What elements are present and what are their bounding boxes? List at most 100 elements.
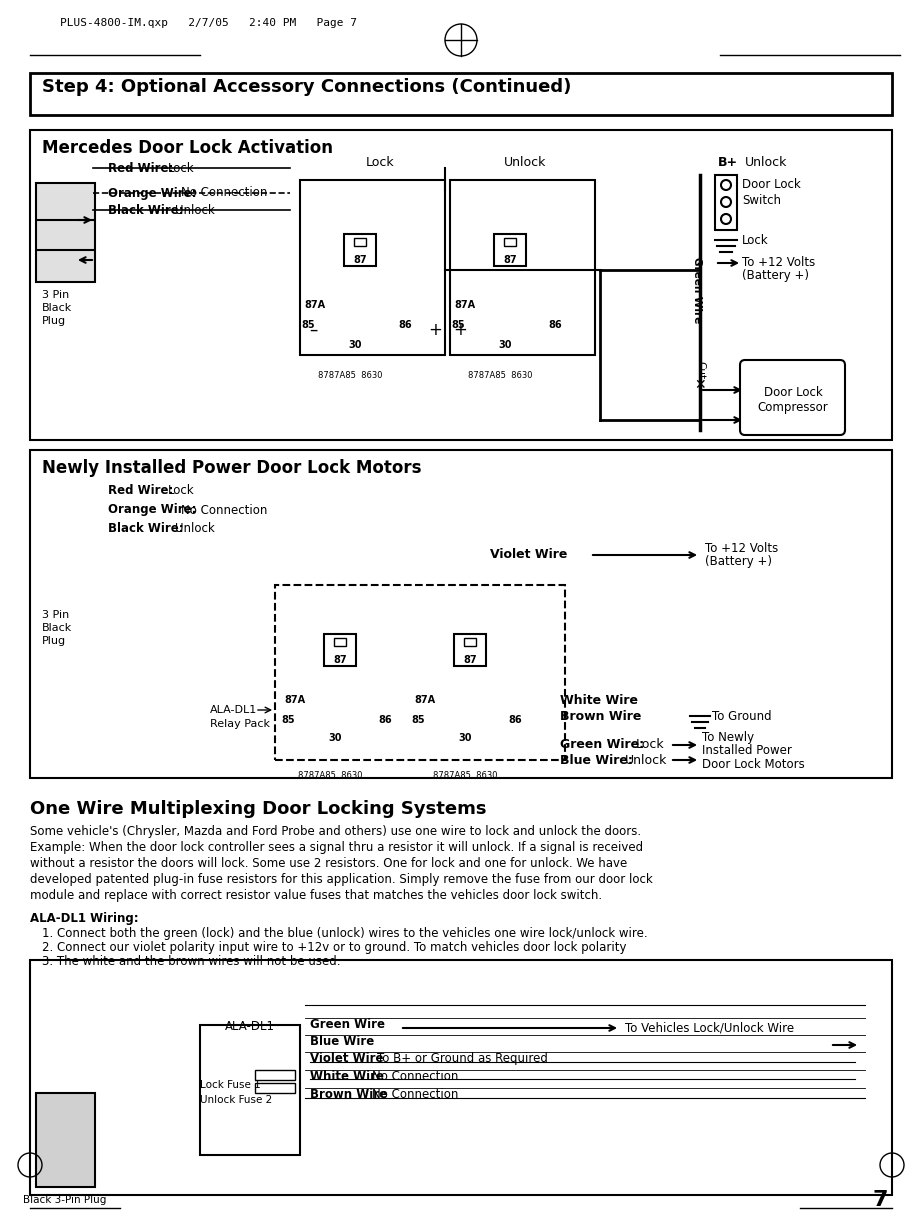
Text: 30: 30 bbox=[458, 733, 472, 743]
Text: 87A: 87A bbox=[455, 300, 476, 311]
Text: Compressor: Compressor bbox=[758, 402, 828, 414]
Text: 86: 86 bbox=[398, 320, 412, 330]
Text: Some vehicle's (Chrysler, Mazda and Ford Probe and others) use one wire to lock : Some vehicle's (Chrysler, Mazda and Ford… bbox=[30, 825, 641, 838]
Bar bbox=[334, 638, 346, 646]
Text: 8787A85  8630: 8787A85 8630 bbox=[298, 771, 362, 780]
Text: 87: 87 bbox=[503, 255, 517, 266]
Text: Lock: Lock bbox=[366, 156, 395, 168]
Text: Plug: Plug bbox=[42, 636, 66, 646]
Text: 30: 30 bbox=[349, 340, 361, 350]
Text: ✕: ✕ bbox=[694, 378, 706, 392]
Text: 87: 87 bbox=[333, 655, 347, 665]
Bar bbox=[344, 234, 376, 266]
Text: Unlock: Unlock bbox=[745, 156, 787, 168]
Text: Lock: Lock bbox=[742, 234, 769, 246]
Text: 3. The white and the brown wires will not be used.: 3. The white and the brown wires will no… bbox=[42, 955, 340, 968]
Text: 86: 86 bbox=[378, 715, 392, 725]
Text: 3 Pin: 3 Pin bbox=[42, 610, 69, 620]
Text: Mercedes Door Lock Activation: Mercedes Door Lock Activation bbox=[42, 139, 333, 157]
Text: 30: 30 bbox=[328, 733, 342, 743]
Text: Blue Wire: Blue Wire bbox=[310, 1035, 374, 1047]
Bar bbox=[200, 1026, 300, 1155]
Bar bbox=[464, 638, 476, 646]
Text: 86: 86 bbox=[549, 320, 561, 330]
Bar bbox=[255, 1069, 295, 1080]
Bar bbox=[30, 449, 892, 778]
Text: To Newly: To Newly bbox=[702, 732, 754, 744]
Text: 8787A85  8630: 8787A85 8630 bbox=[432, 771, 497, 780]
Text: 7: 7 bbox=[872, 1190, 888, 1209]
Text: Black 3-Pin Plug: Black 3-Pin Plug bbox=[23, 1195, 107, 1205]
Text: Blue Wire:: Blue Wire: bbox=[560, 754, 637, 766]
Text: No Connection: No Connection bbox=[181, 503, 267, 516]
Text: Brown Wire: Brown Wire bbox=[560, 710, 642, 722]
Text: B+: B+ bbox=[718, 156, 739, 168]
Text: Unlock: Unlock bbox=[175, 521, 215, 535]
Text: +: + bbox=[453, 322, 467, 339]
Text: developed patented plug-in fuse resistors for this application. Simply remove th: developed patented plug-in fuse resistor… bbox=[30, 873, 653, 885]
FancyBboxPatch shape bbox=[36, 183, 95, 283]
Text: without a resistor the doors will lock. Some use 2 resistors. One for lock and o: without a resistor the doors will lock. … bbox=[30, 857, 627, 870]
Text: To B+ or Ground as Required: To B+ or Ground as Required bbox=[377, 1052, 548, 1065]
FancyBboxPatch shape bbox=[36, 1093, 95, 1188]
Text: Black Wire:: Black Wire: bbox=[108, 203, 188, 217]
Text: 8787A85  8630: 8787A85 8630 bbox=[467, 370, 532, 380]
Text: 1. Connect both the green (lock) and the blue (unlock) wires to the vehicles one: 1. Connect both the green (lock) and the… bbox=[42, 927, 647, 940]
Circle shape bbox=[721, 197, 731, 207]
Text: White Wire: White Wire bbox=[310, 1069, 388, 1083]
Text: Green Wire:: Green Wire: bbox=[560, 738, 648, 752]
Text: Example: When the door lock controller sees a signal thru a resistor it will unl: Example: When the door lock controller s… bbox=[30, 840, 644, 854]
Text: To +12 Volts: To +12 Volts bbox=[742, 257, 815, 269]
Text: No Connection: No Connection bbox=[372, 1069, 458, 1083]
Text: 85: 85 bbox=[451, 320, 465, 330]
Bar bbox=[494, 234, 526, 266]
Text: ALA-DL1 Wiring:: ALA-DL1 Wiring: bbox=[30, 912, 138, 924]
Bar bbox=[30, 130, 892, 440]
Text: +: + bbox=[428, 322, 442, 339]
Text: No Connection: No Connection bbox=[181, 186, 267, 200]
Text: 85: 85 bbox=[411, 715, 425, 725]
Bar bbox=[324, 635, 356, 666]
Text: Red Wire:: Red Wire: bbox=[108, 484, 178, 497]
Text: 87A: 87A bbox=[285, 695, 305, 705]
Text: To Ground: To Ground bbox=[712, 710, 772, 722]
Text: Unlock Fuse 2: Unlock Fuse 2 bbox=[200, 1095, 272, 1105]
Bar bbox=[30, 73, 892, 114]
Text: No Connection: No Connection bbox=[372, 1088, 458, 1101]
Text: Plug: Plug bbox=[42, 315, 66, 326]
Text: Green Wire: Green Wire bbox=[692, 257, 702, 323]
Text: Orange Wire:: Orange Wire: bbox=[108, 503, 201, 516]
Bar bbox=[354, 238, 366, 246]
Text: Violet Wire: Violet Wire bbox=[490, 548, 567, 561]
Bar bbox=[255, 1083, 295, 1093]
Text: Lock: Lock bbox=[168, 484, 195, 497]
Text: Cut: Cut bbox=[695, 361, 705, 379]
Text: Step 4: Optional Accessory Connections (Continued): Step 4: Optional Accessory Connections (… bbox=[42, 78, 572, 96]
Text: Black: Black bbox=[42, 622, 72, 633]
Bar bbox=[450, 180, 595, 354]
Text: PLUS-4800-IM.qxp   2/7/05   2:40 PM   Page 7: PLUS-4800-IM.qxp 2/7/05 2:40 PM Page 7 bbox=[60, 18, 357, 28]
Text: 87A: 87A bbox=[304, 300, 325, 311]
Text: –: – bbox=[309, 322, 317, 339]
Bar bbox=[454, 635, 486, 666]
Text: Orange Wire:: Orange Wire: bbox=[108, 186, 201, 200]
Text: Red Wire:: Red Wire: bbox=[108, 162, 178, 174]
Text: 3 Pin: 3 Pin bbox=[42, 290, 69, 300]
Text: To +12 Volts: To +12 Volts bbox=[705, 542, 778, 554]
Text: Green Wire: Green Wire bbox=[310, 1018, 385, 1030]
Text: Door Lock: Door Lock bbox=[742, 179, 800, 191]
Text: Lock Fuse 1: Lock Fuse 1 bbox=[200, 1080, 261, 1090]
Text: (Battery +): (Battery +) bbox=[705, 555, 772, 569]
Text: module and replace with correct resistor value fuses that matches the vehicles d: module and replace with correct resistor… bbox=[30, 889, 602, 903]
Text: Brown Wire: Brown Wire bbox=[310, 1088, 391, 1101]
Bar bbox=[30, 960, 892, 1195]
Text: 2. Connect our violet polarity input wire to +12v or to ground. To match vehicle: 2. Connect our violet polarity input wir… bbox=[42, 942, 627, 954]
FancyBboxPatch shape bbox=[740, 361, 845, 435]
Text: 85: 85 bbox=[281, 715, 295, 725]
Text: Door Lock: Door Lock bbox=[763, 386, 822, 398]
Text: 30: 30 bbox=[498, 340, 512, 350]
Text: Unlock: Unlock bbox=[175, 203, 215, 217]
Circle shape bbox=[721, 180, 731, 190]
Text: Violet Wire: Violet Wire bbox=[310, 1052, 387, 1065]
Bar bbox=[300, 180, 445, 354]
